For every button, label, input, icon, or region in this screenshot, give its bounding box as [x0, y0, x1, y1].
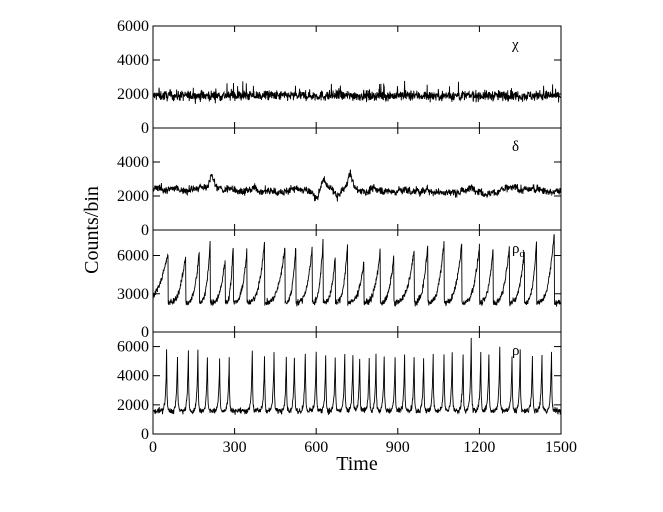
- panel-label: χ: [511, 37, 519, 53]
- series-line: [153, 169, 561, 202]
- panel-label-subscript: d: [520, 249, 525, 260]
- x-tick-label: 900: [386, 439, 410, 456]
- panel-2: 0 2000 4000 δ: [117, 127, 562, 239]
- y-tick-label: 6000: [117, 339, 149, 356]
- y-tick-label: 2000: [117, 188, 149, 205]
- panel-1: 0 2000 4000 6000 χ: [117, 18, 562, 137]
- y-tick-label: 6000: [117, 248, 149, 265]
- panel-frame: [152, 331, 562, 435]
- y-tick-label: 4000: [117, 52, 149, 69]
- y-tick-label: 0: [141, 222, 149, 239]
- x-tick-label: 0: [149, 439, 157, 456]
- x-tick-label: 300: [223, 439, 247, 456]
- panel-label: ρ: [512, 343, 520, 359]
- x-tick-label: 600: [304, 439, 328, 456]
- x-tick-label: 1500: [545, 439, 577, 456]
- y-tick-label: 2000: [117, 397, 149, 414]
- y-tick-label: 3000: [117, 286, 149, 303]
- y-tick-label: 6000: [117, 18, 149, 35]
- y-tick-label: 4000: [117, 154, 149, 171]
- series-line: [153, 80, 561, 104]
- x-axis-label: Time: [336, 453, 378, 475]
- series-line: [153, 337, 561, 416]
- y-tick-label: 4000: [117, 368, 149, 385]
- x-tick-label: 1200: [463, 439, 495, 456]
- panel-label: δ: [512, 139, 519, 155]
- panel-label: ρd: [512, 241, 525, 260]
- y-tick-label: 0: [141, 120, 149, 137]
- y-tick-label: 2000: [117, 86, 149, 103]
- panel-frame: [152, 229, 562, 333]
- y-tick-label: 0: [141, 324, 149, 341]
- y-tick-label: 0: [141, 426, 149, 443]
- series-line: [153, 234, 561, 307]
- panel-4: 0 2000 4000 6000 ρ: [117, 331, 562, 443]
- y-axis-label: Counts/bin: [81, 186, 103, 274]
- panel-frame: [152, 25, 562, 129]
- panel-3: 0 3000 6000 ρd: [117, 229, 562, 341]
